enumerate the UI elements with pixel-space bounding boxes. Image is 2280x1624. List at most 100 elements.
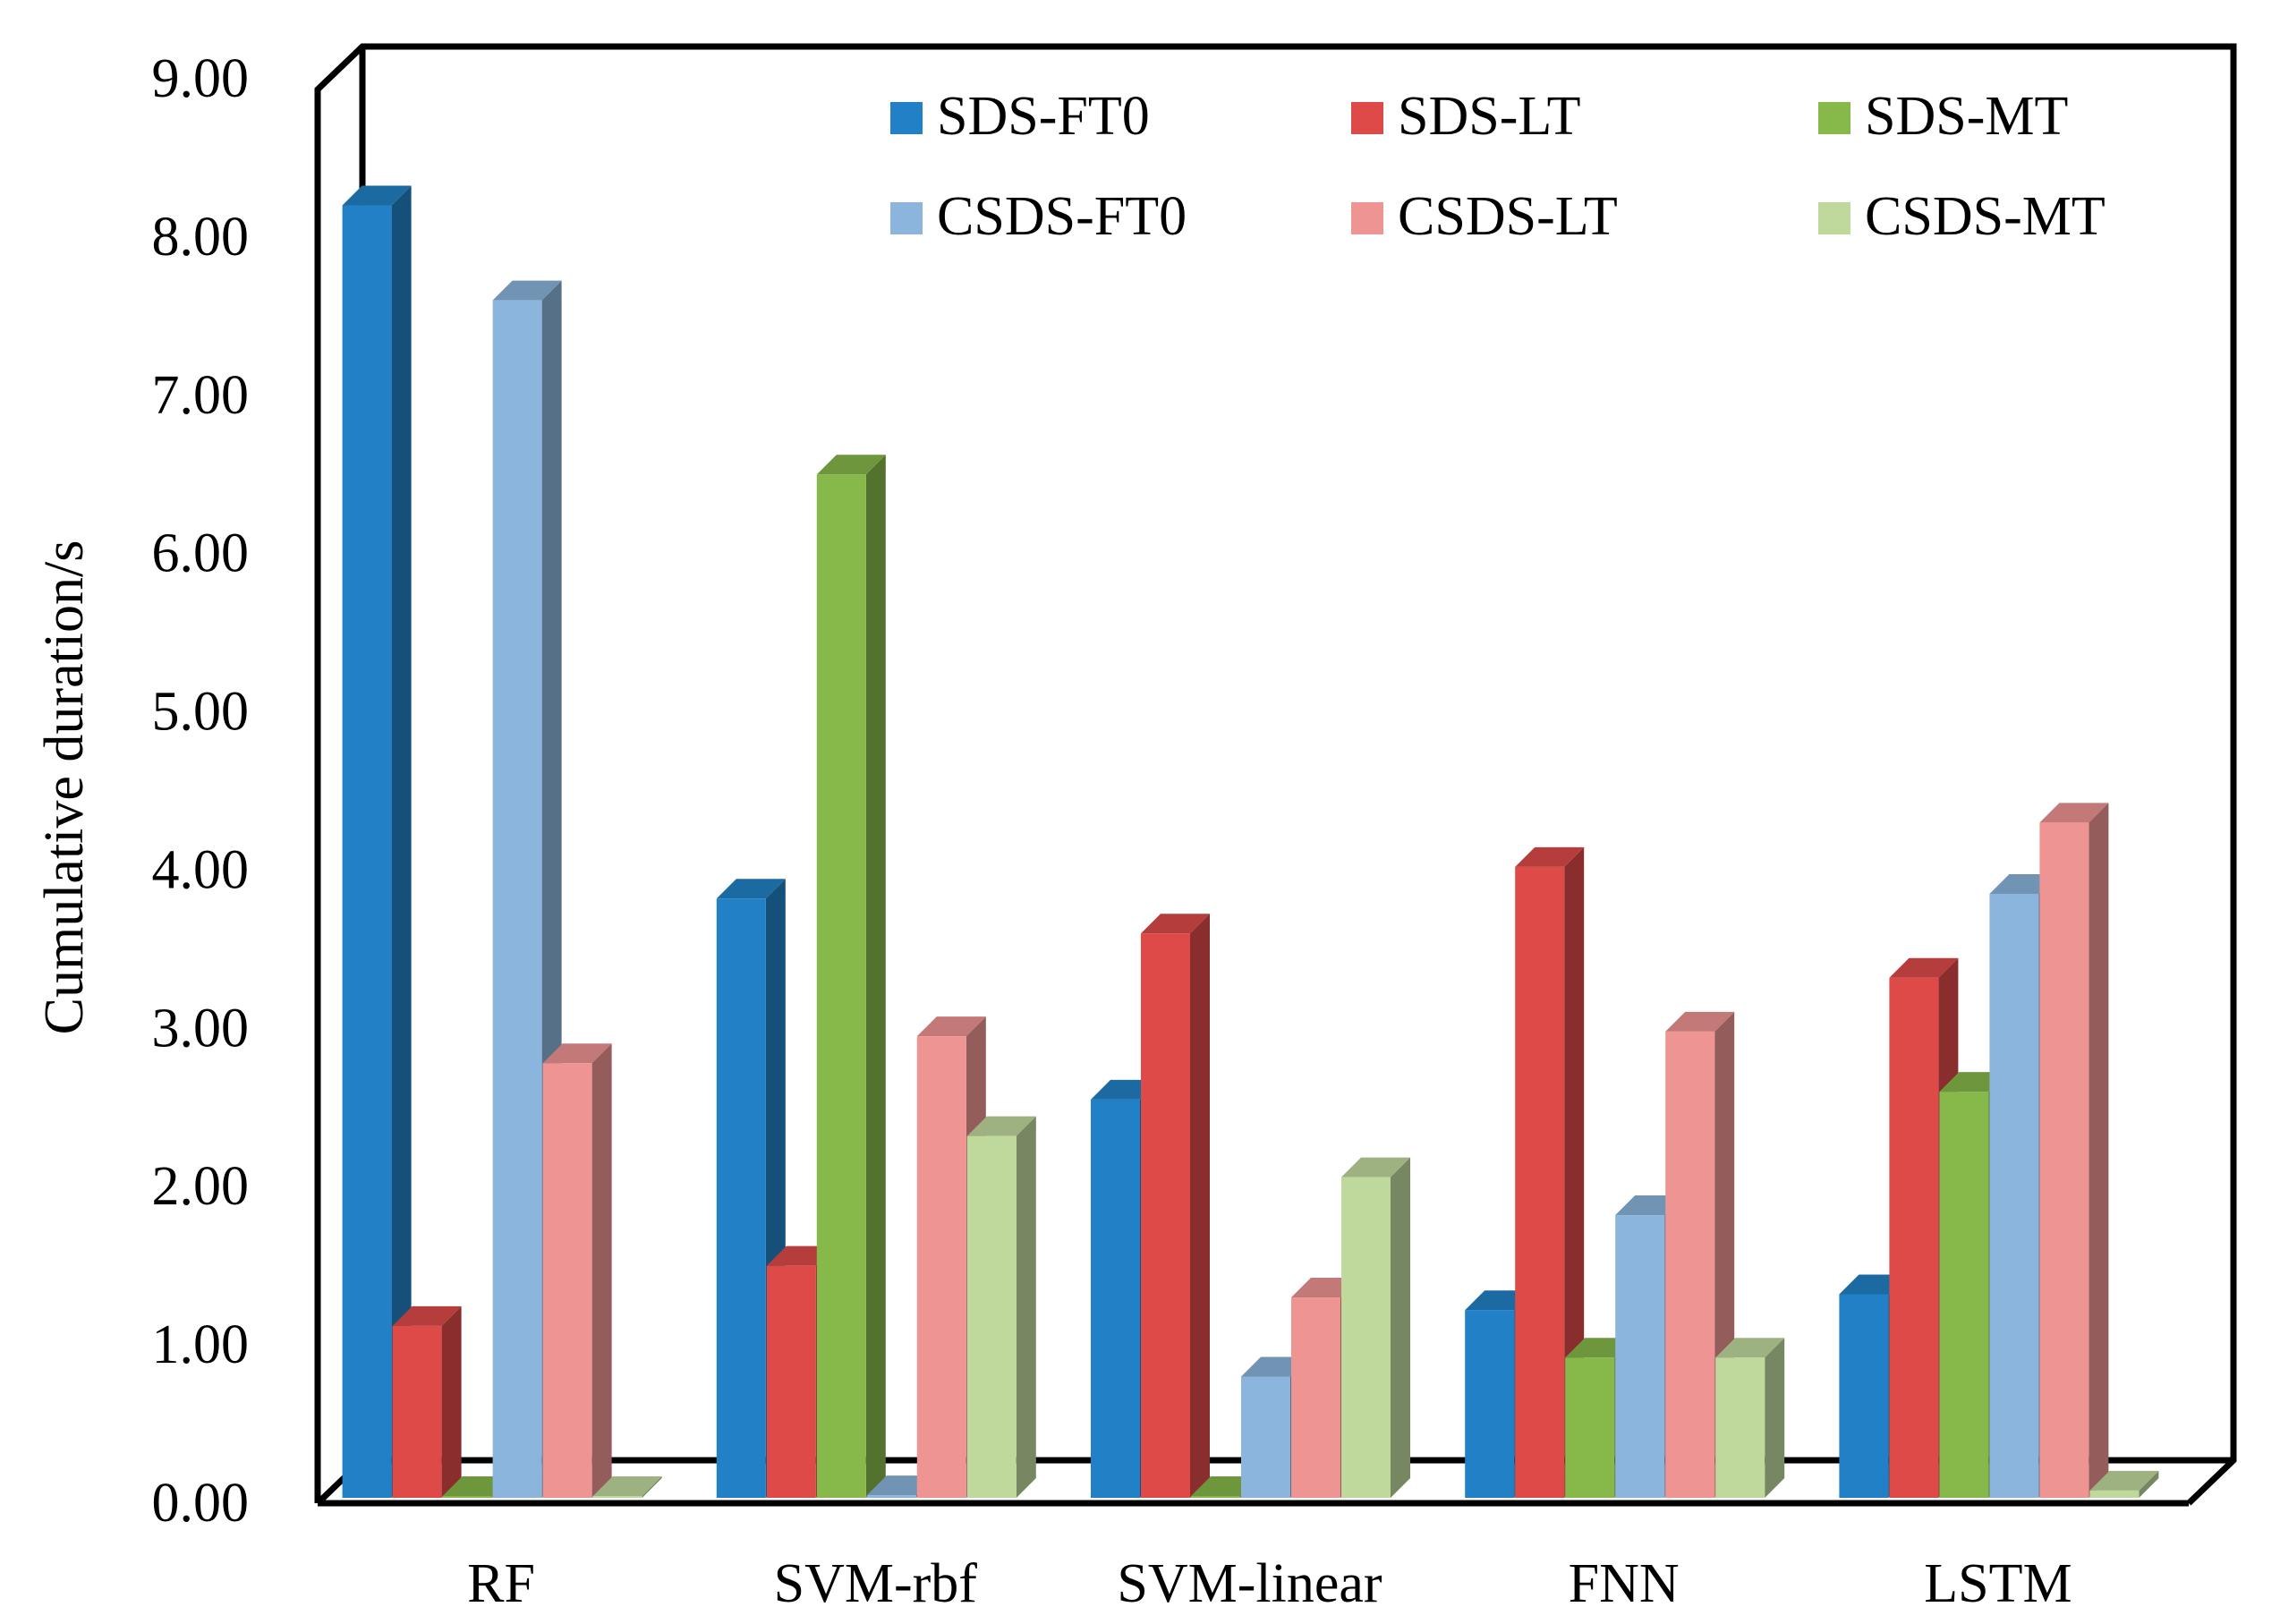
bar-front (916, 1036, 966, 1498)
legend-item: SDS-MT (1818, 86, 2068, 147)
bar-front (816, 474, 866, 1499)
x-tick-label: RF (467, 1553, 535, 1614)
bar-front (866, 1495, 916, 1498)
bar-top (1889, 957, 1959, 978)
bar-side (2139, 1470, 2159, 1498)
bar (1341, 1157, 1410, 1498)
legend-swatch (1351, 102, 1383, 134)
bar-side (1564, 846, 1585, 1498)
legend-swatch (890, 202, 923, 234)
x-tick-label: SVM-rbf (774, 1553, 978, 1614)
plot-frame-outline (314, 43, 2237, 1506)
bar (1515, 846, 1585, 1498)
y-tick-label: 0.00 (152, 1473, 250, 1534)
bar-front (1141, 933, 1190, 1498)
legend-swatch (1351, 202, 1383, 234)
legend-item: SDS-FT0 (890, 86, 1150, 147)
bar-front (1839, 1294, 1889, 1498)
bar-front (766, 1265, 816, 1498)
bar (592, 1476, 662, 1498)
bar-front (1565, 1357, 1615, 1498)
bar-front (1889, 977, 1939, 1498)
bar-front (966, 1135, 1017, 1498)
bar-top (2039, 803, 2109, 823)
bar (2039, 803, 2109, 1498)
bar-front (392, 1325, 442, 1498)
bar-front (492, 300, 542, 1499)
legend-item: CSDS-FT0 (890, 186, 1187, 247)
bar-front (442, 1496, 492, 1498)
legend-item: SDS-LT (1351, 86, 1580, 147)
bar-side (1391, 1157, 1410, 1498)
bar (966, 1116, 1036, 1498)
x-axis: RF SVM-rbf SVM-linear FNN LSTM (467, 1553, 2072, 1614)
y-tick-label: 3.00 (152, 998, 250, 1059)
legend-item: CSDS-LT (1351, 186, 1618, 247)
legend-label: CSDS-MT (1865, 186, 2106, 247)
bar-top (816, 455, 886, 475)
bar-front (716, 898, 766, 1498)
bar (2089, 1470, 2159, 1498)
bar-side (642, 1476, 662, 1498)
legend-label: SDS-FT0 (937, 86, 1150, 147)
y-tick-label: 5.00 (152, 682, 250, 743)
bar-top (916, 1016, 986, 1037)
legend-label: CSDS-LT (1398, 186, 1618, 247)
bar-front (1665, 1031, 1715, 1498)
bar-top (966, 1116, 1036, 1136)
bar-side (591, 1043, 612, 1498)
legend-label: CSDS-FT0 (937, 186, 1187, 247)
legend-swatch (1818, 202, 1850, 234)
bar-top (492, 280, 562, 301)
bar-top (342, 185, 412, 206)
bar-top (1141, 914, 1210, 934)
bar-side (1765, 1338, 1785, 1498)
y-tick-label: 8.00 (152, 207, 250, 268)
bar-top (2089, 1470, 2159, 1491)
bar-front (1191, 1496, 1240, 1498)
bar-front (1341, 1177, 1391, 1498)
bars (342, 185, 2159, 1499)
bar (542, 1043, 612, 1498)
bar (1715, 1338, 1785, 1498)
bar-top (542, 1043, 612, 1064)
y-tick-label: 4.00 (152, 839, 250, 900)
y-tick-label: 2.00 (152, 1156, 250, 1217)
bar-front (342, 205, 392, 1498)
x-tick-label: LSTM (1924, 1553, 2072, 1614)
bar-front (592, 1496, 642, 1498)
bar-front (1989, 893, 2039, 1498)
y-axis-title: Cumulative duration/s (34, 540, 95, 1035)
bar-top (592, 1476, 662, 1496)
bar (1141, 914, 1210, 1498)
bar-front (1715, 1357, 1765, 1498)
legend: SDS-FT0 SDS-LT SDS-MT CSDS-FT0 CSDS-LT CSDS-M… (890, 86, 2106, 247)
y-tick-label: 1.00 (152, 1314, 250, 1375)
bar-front (1241, 1376, 1290, 1498)
legend-swatch (1818, 102, 1850, 134)
bar (1665, 1011, 1735, 1498)
y-tick-label: 6.00 (152, 523, 250, 584)
bar-top (1665, 1011, 1735, 1032)
bar-front (1615, 1215, 1665, 1498)
bar (342, 185, 412, 1498)
bar (716, 879, 786, 1498)
legend-label: SDS-LT (1398, 86, 1580, 147)
y-tick-label: 7.00 (152, 365, 250, 426)
bar-side (441, 1305, 462, 1498)
bar-front (2039, 822, 2089, 1498)
bar-front (1291, 1297, 1340, 1498)
bar-top (716, 879, 786, 899)
bar-front (1515, 866, 1565, 1498)
bar-side (1190, 914, 1210, 1498)
bar-front (2089, 1490, 2140, 1498)
bar-top (1715, 1338, 1785, 1358)
bar-top (1341, 1157, 1410, 1178)
y-axis: 0.00 1.00 2.00 3.00 4.00 5.00 6.00 7.00 8.00 9.00 (152, 48, 250, 1534)
bar-side (391, 185, 412, 1498)
bar (816, 455, 886, 1499)
bar (392, 1305, 462, 1498)
bar-front (1091, 1099, 1140, 1498)
bar-side (865, 455, 886, 1499)
